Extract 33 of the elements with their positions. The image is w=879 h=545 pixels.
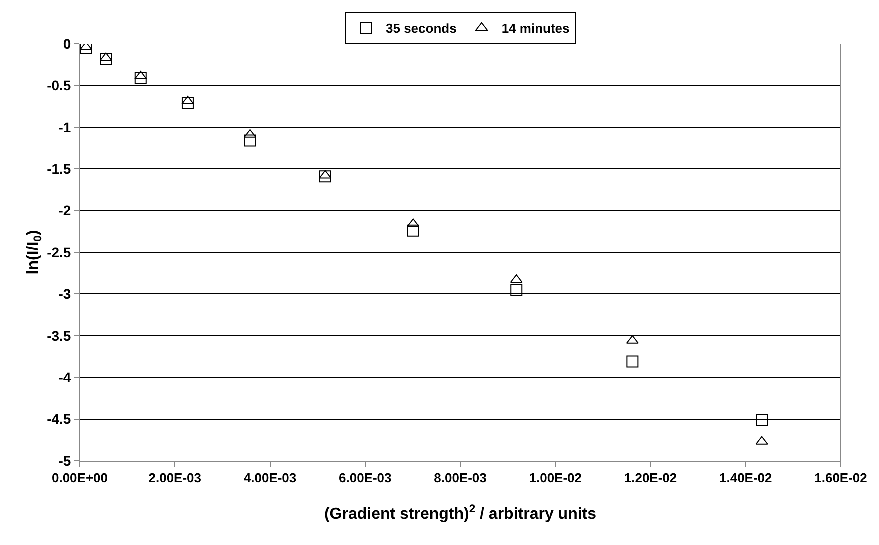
y-tick-label: -2.5	[47, 244, 72, 260]
legend-label: 14 minutes	[502, 21, 570, 36]
x-tick-label: 0.00E+00	[52, 470, 108, 486]
x-tick-label: 8.00E-03	[434, 470, 487, 486]
y-tick-label: -3.5	[47, 328, 72, 344]
x-tick-label: 1.20E-02	[624, 470, 678, 486]
point	[182, 97, 194, 110]
x-tick-label: 1.40E-02	[719, 470, 772, 486]
y-tick-label: -1.5	[47, 161, 72, 177]
x-axis-title: (Gradient strength)$^{2}$ / arbitrary units	[324, 503, 597, 523]
y-tick-label: -2	[58, 202, 72, 219]
point	[756, 414, 768, 426]
y-tick-label: -0.5	[47, 78, 72, 94]
x-tick-label: 1.00E-02	[529, 470, 582, 486]
point	[626, 356, 639, 368]
y-tick-label: -1	[58, 119, 72, 136]
point	[319, 170, 332, 183]
point	[244, 134, 256, 147]
x-tick-label: 2.00E-03	[148, 470, 202, 486]
y-tick-label: -5	[58, 452, 72, 469]
point	[80, 44, 92, 54]
y-tick-label: -3	[58, 286, 72, 302]
y-tick-label: -4	[58, 370, 72, 386]
point	[100, 53, 112, 66]
point	[407, 224, 420, 237]
y-tick-label: -4.5	[47, 411, 72, 428]
x-tick-label: 1.60E-02	[814, 470, 868, 486]
x-tick-label: 6.00E-03	[338, 470, 392, 486]
x-tick-label: 4.00E-03	[244, 470, 297, 486]
point	[510, 284, 523, 296]
y-tick-label: 0	[63, 36, 72, 52]
point	[134, 72, 147, 84]
legend-label: 35 seconds	[386, 21, 457, 36]
